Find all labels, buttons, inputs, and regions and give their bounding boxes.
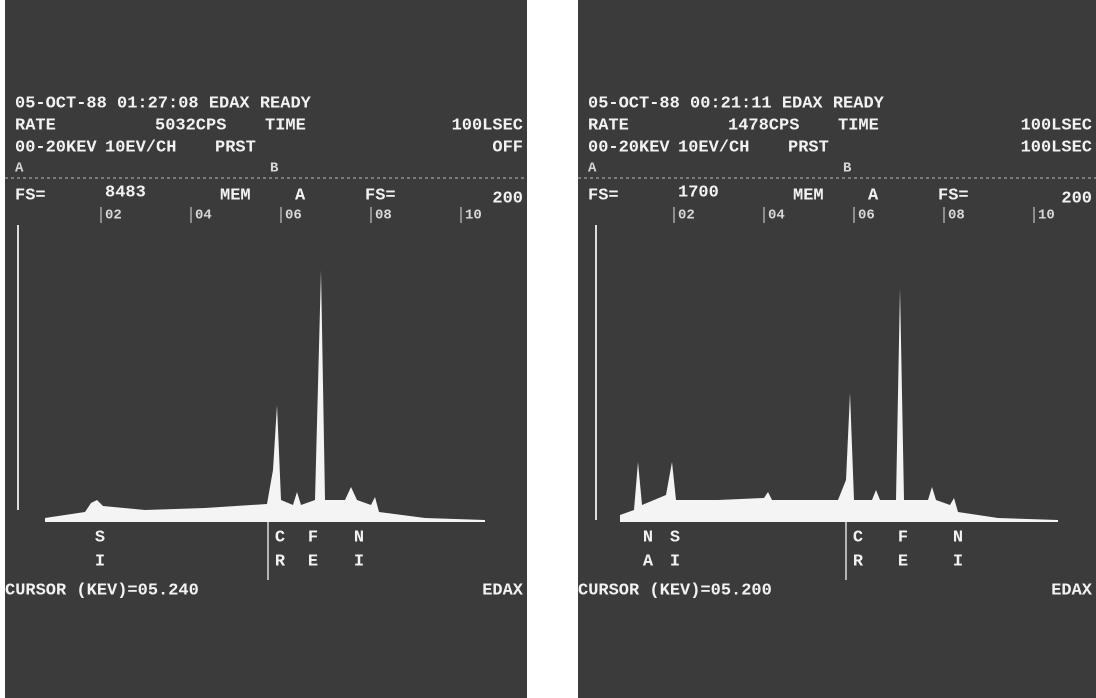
peak-label-bottom: R xyxy=(275,552,286,571)
tick-label: 04 xyxy=(768,208,785,224)
peak-label-bottom: I xyxy=(95,552,105,571)
time-value: 100LSEC xyxy=(452,116,523,135)
peak-label-top: S xyxy=(95,528,105,547)
resolution: 10EV/CH xyxy=(678,138,749,157)
peak-label-top: S xyxy=(670,528,680,547)
range: 00-20KEV xyxy=(15,138,97,157)
peak-label-bottom: I xyxy=(670,552,680,571)
peak-label-top: N xyxy=(643,528,653,547)
marker-a: A xyxy=(588,161,597,177)
tick-label: 02 xyxy=(678,208,695,224)
fs-value: 8483 xyxy=(105,183,146,202)
time-value: 100LSEC xyxy=(1021,116,1092,135)
tick-label: 04 xyxy=(195,208,212,224)
fs-value: 1700 xyxy=(678,183,719,202)
preset-value: OFF xyxy=(492,138,523,157)
tick-label: 10 xyxy=(465,208,482,224)
marker-a: A xyxy=(15,161,24,177)
cursor-readout: CURSOR (KEV)=05.240 xyxy=(5,581,199,600)
peak-label-bottom: E xyxy=(308,552,318,571)
peak-label-bottom: A xyxy=(643,552,654,571)
tick-label: 08 xyxy=(948,208,965,224)
fs2-value: 200 xyxy=(1061,189,1092,208)
time-label: TIME xyxy=(265,116,306,135)
fs2-value: 200 xyxy=(492,189,523,208)
rate-value: 1478CPS xyxy=(728,116,799,135)
brand: EDAX xyxy=(482,581,524,600)
mem-label: MEM xyxy=(220,186,251,205)
marker-b: B xyxy=(843,161,852,177)
tick-label: 10 xyxy=(1038,208,1055,224)
tick-label: 08 xyxy=(375,208,392,224)
mem-label: MEM xyxy=(793,186,824,205)
tick-label: 02 xyxy=(105,208,122,224)
range: 00-20KEV xyxy=(588,138,670,157)
peak-label-bottom: E xyxy=(898,552,908,571)
mem-value: A xyxy=(868,186,879,205)
peak-label-bottom: R xyxy=(853,552,864,571)
screenshot: 05-OCT-88 01:27:08 EDAX READY RATE 5032CPS… xyxy=(0,0,1096,698)
peak-label-bottom: I xyxy=(354,552,364,571)
peak-label-top: C xyxy=(275,528,285,547)
marker-b: B xyxy=(270,161,279,177)
rate-label: RATE xyxy=(588,116,629,135)
rate-value: 5032CPS xyxy=(155,116,226,135)
fs2-label: FS= xyxy=(938,186,969,205)
peak-label-top: F xyxy=(898,528,908,547)
resolution: 10EV/CH xyxy=(105,138,176,157)
rate-label: RATE xyxy=(15,116,56,135)
brand: EDAX xyxy=(1051,581,1093,600)
mem-value: A xyxy=(295,186,306,205)
tick-label: 06 xyxy=(285,208,302,224)
peak-label-top: N xyxy=(953,528,963,547)
peak-label-top: F xyxy=(308,528,318,547)
preset-label: PRST xyxy=(215,138,256,157)
cursor-readout: CURSOR (KEV)=05.200 xyxy=(578,581,772,600)
fs-label: FS= xyxy=(588,186,619,205)
peak-label-top: C xyxy=(853,528,863,547)
peak-label-bottom: I xyxy=(953,552,963,571)
time-label: TIME xyxy=(838,116,879,135)
status-header: 05-OCT-88 01:27:08 EDAX READY xyxy=(15,94,312,113)
preset-value: 100LSEC xyxy=(1021,138,1092,157)
fs2-label: FS= xyxy=(365,186,396,205)
status-header: 05-OCT-88 00:21:11 EDAX READY xyxy=(588,94,885,113)
peak-label-top: N xyxy=(354,528,364,547)
tick-label: 06 xyxy=(858,208,875,224)
fs-label: FS= xyxy=(15,186,46,205)
preset-label: PRST xyxy=(788,138,829,157)
